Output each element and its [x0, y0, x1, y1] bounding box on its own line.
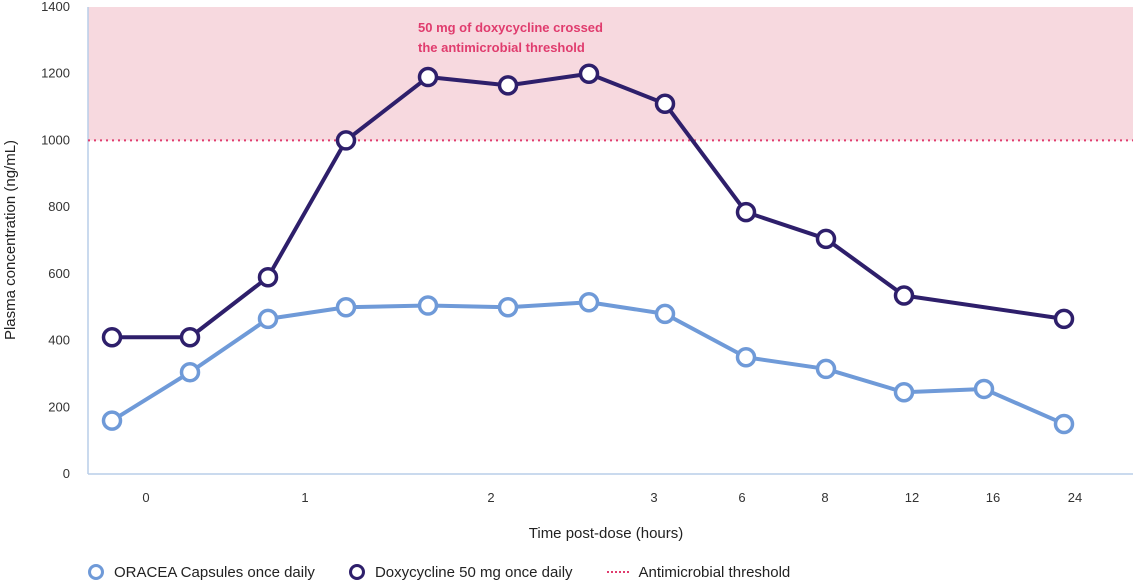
data-point-series-0	[257, 308, 279, 330]
y-tick-label: 1400	[41, 0, 70, 14]
y-tick-label: 400	[48, 333, 70, 348]
data-point-series-0	[815, 358, 837, 380]
threshold-annotation-line-1: 50 mg of doxycycline crossed	[418, 20, 603, 35]
series-line-0	[110, 300, 1065, 426]
data-point-series-0	[654, 303, 676, 325]
data-point-series-0	[578, 291, 600, 313]
x-tick-label: 3	[650, 490, 657, 505]
data-point-series-0	[973, 378, 995, 400]
x-tick-label: 1	[301, 490, 308, 505]
x-tick-label: 16	[986, 490, 1000, 505]
series-line-1	[112, 71, 1065, 340]
data-point-series-0	[179, 362, 201, 383]
x-tick-label: 24	[1068, 490, 1082, 505]
data-point-series-0	[735, 347, 757, 368]
threshold-annotation-line-2: the antimicrobial threshold	[418, 40, 585, 55]
legend-item-oracea: ORACEA Capsules once daily	[88, 564, 315, 581]
data-point-series-1	[335, 130, 357, 151]
data-point-series-0	[1053, 413, 1075, 435]
legend-label-oracea: ORACEA Capsules once daily	[114, 563, 315, 581]
data-point-series-1	[578, 63, 600, 84]
legend-item-doxycycline: Doxycycline 50 mg once daily	[348, 563, 573, 581]
legend-marker-oracea	[88, 564, 104, 580]
data-point-series-0	[101, 410, 123, 431]
data-point-series-1	[654, 93, 676, 114]
series-layer	[101, 63, 1075, 435]
y-tick-label: 0	[63, 466, 70, 481]
x-axis-title: Time post-dose (hours)	[529, 525, 684, 542]
data-point-series-1	[179, 326, 201, 348]
y-tick-labels: 0 200 400 600 800 1000 1200 1400	[41, 0, 70, 481]
y-tick-label: 1000	[41, 132, 70, 147]
x-tick-label: 8	[821, 490, 828, 505]
y-axis-title: Plasma concentration (ng/mL)	[2, 140, 19, 340]
data-point-series-0	[335, 296, 357, 318]
legend-marker-doxycycline	[348, 564, 365, 580]
x-tick-label: 2	[487, 490, 494, 505]
data-point-series-1	[417, 66, 439, 88]
data-point-series-1	[101, 326, 123, 348]
legend-item-threshold: Antimicrobial threshold	[606, 563, 791, 581]
x-tick-label: 6	[738, 490, 745, 505]
legend-label-doxycycline: Doxycycline 50 mg once daily	[374, 563, 573, 581]
data-point-series-1	[735, 201, 757, 223]
data-point-series-1	[1053, 308, 1075, 330]
legend-marker-threshold	[606, 571, 629, 573]
y-tick-label: 600	[48, 266, 70, 281]
legend: ORACEA Capsules once daily Doxycycline 5…	[88, 560, 790, 584]
data-point-series-1	[815, 228, 837, 250]
above-threshold-shade	[88, 7, 1133, 141]
data-point-series-0	[417, 295, 439, 316]
data-point-series-0	[497, 296, 519, 318]
x-tick-labels: 0 1 2 3 6 8 12 16 24	[142, 490, 1082, 505]
y-tick-label: 1200	[41, 66, 70, 81]
y-tick-label: 200	[48, 399, 70, 414]
data-point-series-1	[893, 285, 915, 306]
y-tick-label: 800	[48, 199, 70, 214]
x-tick-label: 12	[905, 490, 919, 505]
data-point-series-0	[893, 382, 915, 403]
legend-label-threshold: Antimicrobial threshold	[638, 563, 791, 581]
data-point-series-1	[257, 266, 279, 288]
x-tick-label: 0	[142, 490, 149, 505]
data-point-series-1	[497, 75, 519, 96]
